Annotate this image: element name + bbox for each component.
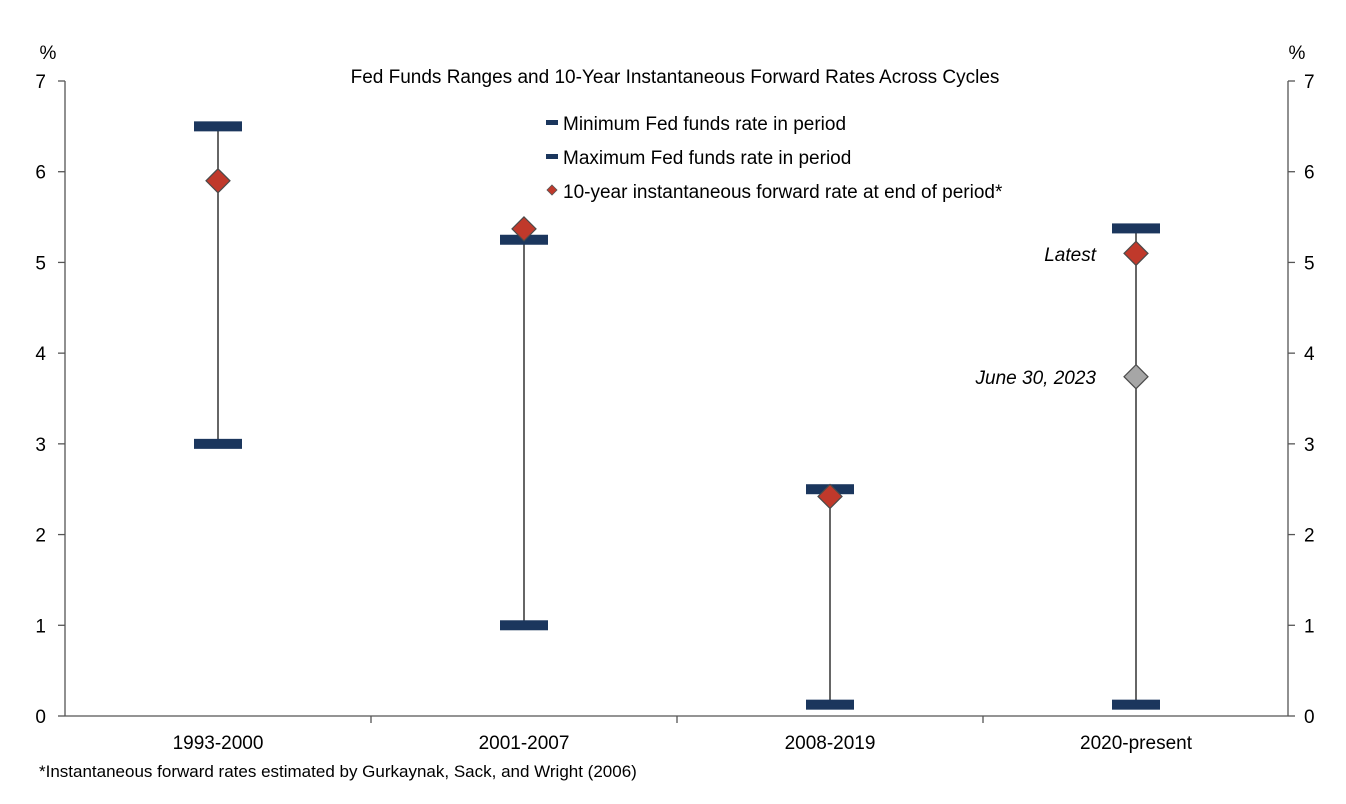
min-rate-marker bbox=[806, 699, 854, 710]
annotation-latest: Latest bbox=[1044, 245, 1096, 266]
right-axis-unit: % bbox=[1289, 43, 1306, 64]
y-tick-left-label: 6 bbox=[35, 163, 46, 184]
y-tick-right-label: 2 bbox=[1304, 526, 1315, 547]
forward-rate-marker bbox=[817, 483, 843, 510]
max-rate-marker bbox=[194, 121, 242, 132]
y-tick-right-label: 6 bbox=[1304, 163, 1315, 184]
min-rate-marker bbox=[194, 438, 242, 449]
y-tick-left-label: 1 bbox=[35, 616, 46, 637]
y-tick-right-label: 1 bbox=[1304, 616, 1315, 637]
footnote: *Instantaneous forward rates estimated b… bbox=[39, 762, 637, 781]
legend: Minimum Fed funds rate in period Maximum… bbox=[546, 114, 1003, 203]
legend-label-min: Minimum Fed funds rate in period bbox=[563, 114, 846, 135]
x-tick-label: 2001-2007 bbox=[479, 733, 570, 754]
forward-rate-marker bbox=[1123, 240, 1149, 267]
y-tick-left-label: 2 bbox=[35, 526, 46, 547]
forward-rate-marker bbox=[205, 167, 231, 194]
min-rate-marker bbox=[500, 620, 548, 631]
min-rate-marker bbox=[1112, 699, 1160, 710]
legend-swatch-forward bbox=[546, 184, 558, 196]
y-tick-right-label: 4 bbox=[1304, 344, 1315, 365]
legend-label-max: Maximum Fed funds rate in period bbox=[563, 148, 851, 169]
x-tick-label: 2008-2019 bbox=[785, 733, 876, 754]
y-tick-right-label: 0 bbox=[1304, 707, 1315, 728]
axis-ticks: 0 0 1 1 2 2 3 3 4 4 5 5 6 6 7 7 1993-2000 2001-2007 2008-2… bbox=[35, 72, 1315, 754]
range-whiskers bbox=[217, 126, 1137, 705]
legend-swatch-max bbox=[546, 154, 558, 159]
y-tick-left-label: 0 bbox=[35, 707, 46, 728]
x-tick-label: 1993-2000 bbox=[173, 733, 264, 754]
chart-title: Fed Funds Ranges and 10-Year Instantaneo… bbox=[351, 67, 1000, 88]
y-tick-left-label: 7 bbox=[35, 72, 46, 93]
y-tick-left-label: 5 bbox=[35, 253, 46, 274]
x-tick-label: 2020-present bbox=[1080, 733, 1193, 754]
y-tick-right-label: 5 bbox=[1304, 253, 1315, 274]
legend-swatch-min bbox=[546, 120, 558, 125]
y-tick-right-label: 7 bbox=[1304, 72, 1315, 93]
annotation-june-2023: June 30, 2023 bbox=[975, 368, 1097, 389]
legend-label-forward: 10-year instantaneous forward rate at en… bbox=[563, 182, 1003, 203]
left-axis-unit: % bbox=[40, 43, 57, 64]
data-markers bbox=[194, 121, 1160, 710]
forward-rate-marker-june-2023 bbox=[1123, 363, 1149, 390]
y-tick-left-label: 3 bbox=[35, 435, 46, 456]
max-rate-marker bbox=[1112, 223, 1160, 234]
y-tick-left-label: 4 bbox=[35, 344, 46, 365]
forward-rate-marker bbox=[511, 216, 537, 242]
y-tick-right-label: 3 bbox=[1304, 435, 1315, 456]
